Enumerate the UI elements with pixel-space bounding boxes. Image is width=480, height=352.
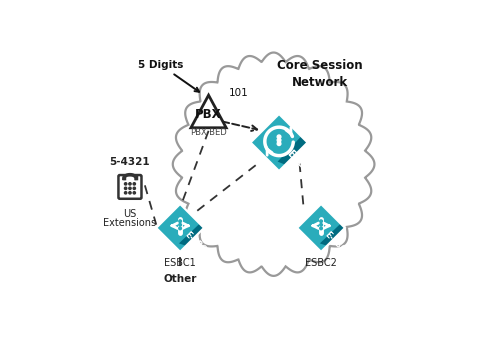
Circle shape — [124, 191, 127, 194]
Text: ESBC2: ESBC2 — [304, 258, 336, 268]
Circle shape — [319, 224, 322, 226]
Text: PBX: PBX — [195, 108, 221, 121]
Text: 5-4321: 5-4321 — [109, 157, 150, 168]
Polygon shape — [319, 224, 344, 246]
Text: E-SBC: E-SBC — [323, 230, 347, 254]
Circle shape — [124, 187, 127, 189]
Polygon shape — [179, 224, 204, 246]
Text: 101: 101 — [228, 88, 248, 99]
Circle shape — [179, 224, 181, 226]
Circle shape — [129, 191, 131, 194]
Text: PBX-BED: PBX-BED — [190, 128, 227, 137]
Circle shape — [276, 138, 280, 142]
Polygon shape — [297, 204, 344, 252]
Text: Extensions: Extensions — [103, 218, 156, 228]
Text: E-SBC: E-SBC — [182, 230, 206, 254]
Circle shape — [133, 191, 135, 194]
Text: Core Session
Network: Core Session Network — [276, 58, 362, 88]
Polygon shape — [277, 136, 307, 165]
Polygon shape — [156, 204, 204, 252]
Circle shape — [276, 142, 280, 145]
Polygon shape — [250, 114, 307, 171]
Polygon shape — [172, 52, 373, 276]
Circle shape — [179, 220, 181, 222]
Circle shape — [124, 183, 127, 185]
Circle shape — [319, 220, 322, 222]
Circle shape — [129, 187, 131, 189]
Text: ECB: ECB — [284, 149, 306, 171]
Text: US: US — [123, 209, 136, 219]
Polygon shape — [191, 95, 226, 128]
Circle shape — [133, 187, 135, 189]
Circle shape — [179, 227, 181, 230]
Text: 5 Digits: 5 Digits — [138, 60, 199, 92]
Circle shape — [319, 227, 322, 230]
Text: Other: Other — [163, 274, 196, 284]
Circle shape — [133, 183, 135, 185]
Circle shape — [276, 135, 280, 139]
Text: ESBC1: ESBC1 — [164, 258, 195, 268]
Circle shape — [129, 183, 131, 185]
FancyBboxPatch shape — [118, 175, 141, 199]
